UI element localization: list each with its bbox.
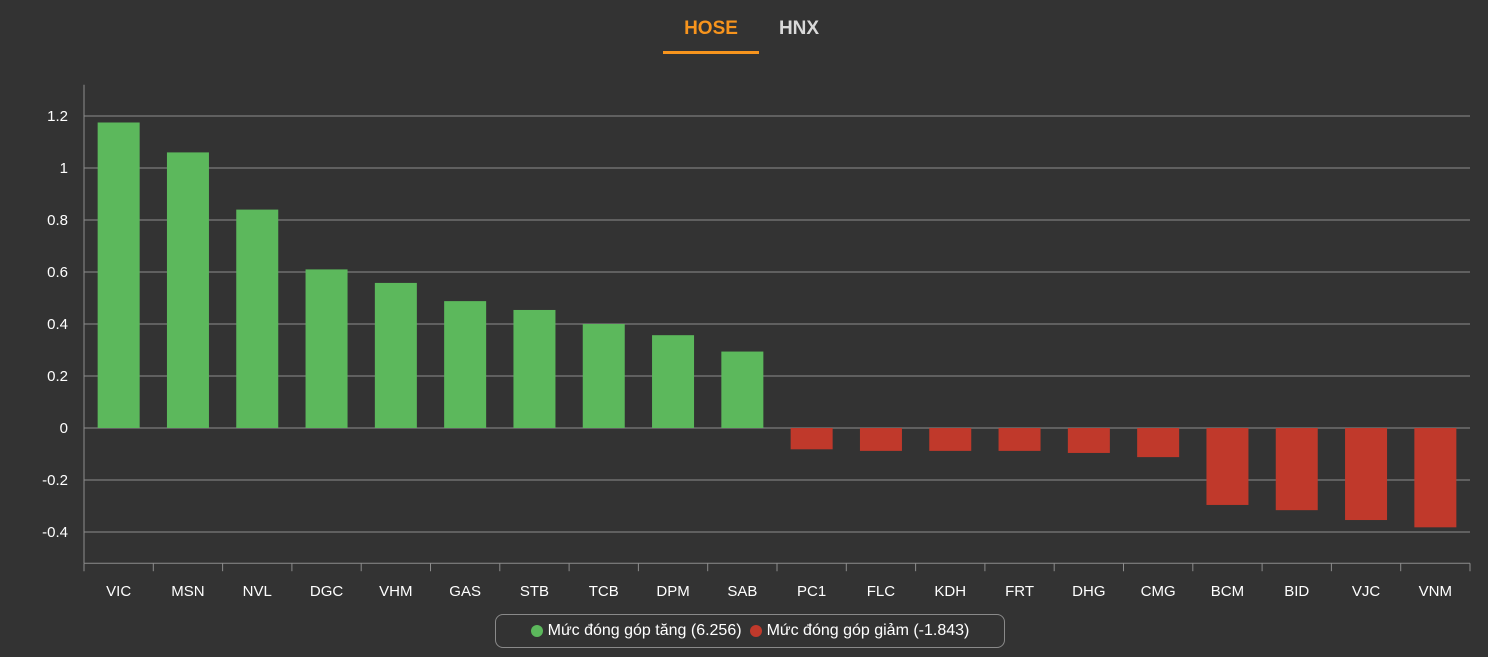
y-tick-label: 1.2 [47,108,68,125]
x-tick-label: VNM [1419,583,1452,600]
x-tick-label: KDH [934,583,966,600]
x-tick-label: VIC [106,583,131,600]
bar-bcm[interactable] [1206,428,1249,505]
contribution-bar-chart: 1.2 1 0.8 0.6 0.4 0.2 0 -0.2 -0.4 VIC MSN NVL DGC VHM… [42,84,1471,600]
y-tick-label: 0.2 [47,368,68,385]
y-tick-label: 1 [60,160,68,177]
legend-item-decrease[interactable]: Mức đóng góp giảm (-1.843) [749,622,970,640]
bar-vjc[interactable] [1345,428,1388,521]
y-tick-label: -0.2 [42,472,68,489]
x-tick-label: SAB [727,583,757,600]
x-tick-label: DHG [1072,583,1105,600]
legend-label-decrease: Mức đóng góp giảm (-1.843) [766,622,970,639]
x-tick-label: BCM [1211,583,1244,600]
bar-stb[interactable] [513,309,556,428]
bar-bid[interactable] [1275,428,1318,511]
bar-vic[interactable] [97,122,140,429]
bar-kdh[interactable] [929,428,972,451]
legend-item-increase[interactable]: Mức đóng góp tăng (6.256) [530,622,742,640]
bar-dgc[interactable] [305,269,348,428]
legend-label-increase: Mức đóng góp tăng (6.256) [547,622,742,639]
bar-vhm[interactable] [374,282,417,428]
bar-gas[interactable] [444,301,487,428]
y-tick-label: 0 [60,420,68,437]
bar-cmg[interactable] [1137,428,1180,458]
x-tick-label: VHM [379,583,412,600]
x-tick-label: NVL [243,583,272,600]
x-tick-label: VJC [1352,583,1381,600]
bar-frt[interactable] [998,428,1041,451]
exchange-tabs: HOSE HNX [0,0,1488,60]
x-tick-label: TCB [589,583,619,600]
x-tick-label: MSN [171,583,204,600]
x-tick-label: DPM [656,583,689,600]
bar-msn[interactable] [166,152,209,428]
legend-dot-increase-icon [530,625,543,637]
x-tick-label: BID [1284,583,1309,600]
tab-hose[interactable]: HOSE [663,16,759,54]
y-tick-label: -0.4 [42,524,68,541]
bar-vnm[interactable] [1414,428,1457,528]
chart-legend: Mức đóng góp tăng (6.256) Mức đóng góp g… [495,614,1005,648]
x-tick-label: FRT [1005,583,1034,600]
x-tick-label: STB [520,583,549,600]
bar-flc[interactable] [859,428,902,451]
legend-dot-decrease-icon [749,625,762,637]
x-tick-label: FLC [867,583,896,600]
x-tick-label: DGC [310,583,344,600]
tab-hnx[interactable]: HNX [778,18,820,39]
bar-pc1[interactable] [790,428,833,450]
bar-sab[interactable] [721,351,764,428]
bar-dhg[interactable] [1067,428,1110,453]
bar-tcb[interactable] [582,324,625,428]
x-tick-label: GAS [449,583,481,600]
y-tick-label: 0.4 [47,316,68,333]
x-tick-label: PC1 [797,583,826,600]
bar-nvl[interactable] [236,209,279,428]
bar-dpm[interactable] [652,335,695,428]
x-tick-label: CMG [1141,583,1176,600]
y-tick-label: 0.8 [47,212,68,229]
y-tick-label: 0.6 [47,264,68,281]
